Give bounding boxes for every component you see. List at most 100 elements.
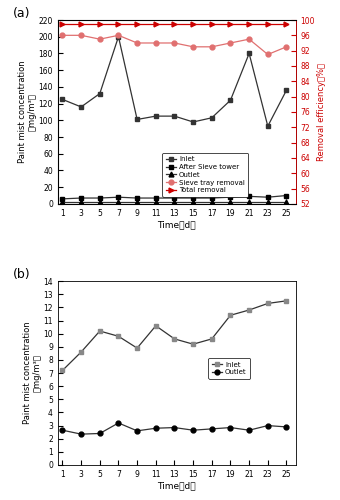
Inlet (228, 97, 233, 103)
Line: Outlet: Outlet (60, 420, 289, 436)
Inlet (135, 116, 139, 122)
After Sieve tower (266, 194, 270, 200)
Sieve tray removal (98, 36, 102, 42)
Inlet (266, 300, 270, 306)
Outlet (79, 199, 83, 205)
Inlet (154, 113, 158, 119)
Legend: Inlet, After Sieve tower, Outlet, Sieve tray removal, Total removal: Inlet, After Sieve tower, Outlet, Sieve … (163, 153, 248, 196)
Line: Outlet: Outlet (60, 200, 289, 204)
Outlet (191, 199, 195, 205)
Inlet (191, 341, 195, 347)
Sieve tray removal (79, 32, 83, 38)
After Sieve tower (116, 194, 120, 200)
Outlet (135, 428, 139, 434)
Total removal (210, 21, 214, 27)
Inlet (79, 349, 83, 355)
Inlet (61, 368, 65, 374)
Line: Sieve tray removal: Sieve tray removal (60, 33, 289, 57)
Sieve tray removal (210, 44, 214, 50)
Inlet (116, 34, 120, 40)
Text: (a): (a) (13, 7, 30, 20)
Total removal (191, 21, 195, 27)
Y-axis label: Paint mist concentration
（mg/m³）: Paint mist concentration （mg/m³） (18, 60, 37, 164)
Inlet (116, 334, 120, 340)
Line: After Sieve tower: After Sieve tower (60, 193, 289, 202)
Total removal (228, 21, 233, 27)
X-axis label: Time（d）: Time（d） (157, 220, 196, 230)
After Sieve tower (210, 195, 214, 201)
Inlet (191, 119, 195, 125)
Total removal (154, 21, 158, 27)
Outlet (210, 199, 214, 205)
X-axis label: Time（d）: Time（d） (157, 482, 196, 490)
Outlet (135, 199, 139, 205)
Outlet (79, 431, 83, 437)
Outlet (228, 199, 233, 205)
Total removal (98, 21, 102, 27)
Outlet (61, 427, 65, 433)
Inlet (172, 336, 176, 342)
Inlet (172, 113, 176, 119)
Outlet (172, 424, 176, 430)
Outlet (116, 420, 120, 426)
After Sieve tower (79, 195, 83, 201)
After Sieve tower (247, 194, 251, 200)
Total removal (172, 21, 176, 27)
Sieve tray removal (228, 40, 233, 46)
Inlet (285, 298, 289, 304)
Sieve tray removal (135, 40, 139, 46)
Outlet (266, 422, 270, 428)
Line: Inlet: Inlet (60, 298, 289, 373)
Total removal (266, 21, 270, 27)
Outlet (154, 199, 158, 205)
Inlet (247, 307, 251, 313)
Y-axis label: Paint mist concentration
（mg/m³）: Paint mist concentration （mg/m³） (22, 322, 42, 424)
Outlet (228, 424, 233, 430)
Inlet (79, 104, 83, 110)
Outlet (285, 424, 289, 430)
Outlet (191, 427, 195, 433)
After Sieve tower (191, 195, 195, 201)
Inlet (98, 328, 102, 334)
Inlet (154, 323, 158, 329)
Sieve tray removal (61, 32, 65, 38)
Total removal (247, 21, 251, 27)
Inlet (228, 312, 233, 318)
Sieve tray removal (116, 32, 120, 38)
Text: (b): (b) (13, 268, 30, 281)
Outlet (266, 199, 270, 205)
Outlet (172, 199, 176, 205)
Outlet (116, 199, 120, 205)
Total removal (135, 21, 139, 27)
Sieve tray removal (191, 44, 195, 50)
Line: Total removal: Total removal (60, 22, 289, 26)
Outlet (210, 426, 214, 432)
Total removal (285, 21, 289, 27)
After Sieve tower (135, 195, 139, 201)
Outlet (247, 199, 251, 205)
After Sieve tower (228, 194, 233, 200)
Inlet (285, 87, 289, 93)
Outlet (61, 199, 65, 205)
Inlet (61, 96, 65, 102)
Total removal (116, 21, 120, 27)
Outlet (154, 425, 158, 431)
After Sieve tower (172, 195, 176, 201)
Sieve tray removal (266, 52, 270, 58)
Inlet (266, 123, 270, 129)
Inlet (247, 50, 251, 56)
Outlet (98, 199, 102, 205)
Outlet (247, 427, 251, 433)
Y-axis label: Removal efficiency（%）: Removal efficiency（%） (317, 63, 326, 161)
Inlet (210, 336, 214, 342)
Outlet (285, 199, 289, 205)
After Sieve tower (98, 195, 102, 201)
Inlet (210, 115, 214, 121)
Sieve tray removal (172, 40, 176, 46)
Sieve tray removal (247, 36, 251, 42)
Sieve tray removal (154, 40, 158, 46)
Legend: Inlet, Outlet: Inlet, Outlet (208, 358, 250, 379)
Total removal (79, 21, 83, 27)
After Sieve tower (154, 195, 158, 201)
Inlet (135, 345, 139, 351)
